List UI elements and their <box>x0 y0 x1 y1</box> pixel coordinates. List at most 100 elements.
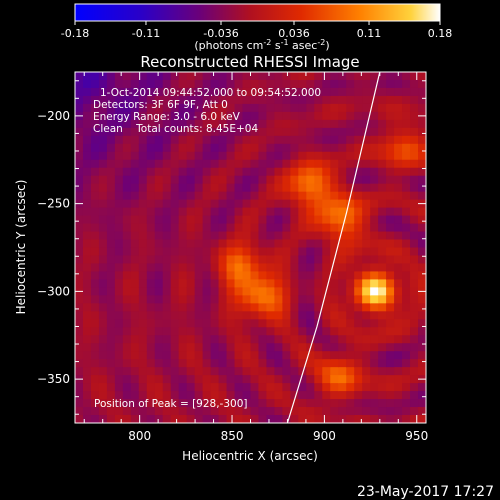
heatmap-cell <box>210 303 220 312</box>
heatmap-cell <box>346 207 355 217</box>
heatmap-cell <box>130 359 140 368</box>
heatmap-cell <box>242 199 252 209</box>
heatmap-cell <box>202 383 212 392</box>
heatmap-cell <box>290 271 299 280</box>
heatmap-cell <box>346 351 355 360</box>
heatmap-cell <box>386 72 395 81</box>
heatmap-cell <box>138 335 148 344</box>
heatmap-cell <box>130 231 140 241</box>
heatmap-cell <box>218 191 228 201</box>
heatmap-cell <box>242 207 252 217</box>
heatmap-cell <box>282 183 291 193</box>
heatmap-cell <box>354 207 363 217</box>
heatmap-cell <box>258 167 268 177</box>
heatmap-cell <box>154 295 164 304</box>
heatmap-cell <box>282 399 291 408</box>
heatmap-cell <box>306 239 315 249</box>
heatmap-cell <box>114 295 124 304</box>
heatmap-cell <box>75 383 84 392</box>
heatmap-cell <box>146 103 156 113</box>
heatmap-cell <box>234 375 244 384</box>
heatmap-cell <box>338 151 347 161</box>
heatmap-cell <box>242 415 252 423</box>
heatmap-cell <box>154 327 164 336</box>
heatmap-cell <box>82 343 92 352</box>
heatmap-cell <box>154 143 164 153</box>
heatmap-cell <box>258 359 268 368</box>
heatmap-cell <box>242 263 252 273</box>
heatmap-cell <box>162 183 172 193</box>
heatmap-cell <box>258 72 268 81</box>
heatmap-cell <box>394 223 403 233</box>
heatmap-cell <box>242 111 252 121</box>
heatmap-cell <box>122 79 132 89</box>
heatmap-cell <box>210 111 220 121</box>
heatmap-cell <box>146 343 156 352</box>
y-tick-label: −250 <box>37 197 70 211</box>
heatmap-cell <box>234 127 244 137</box>
heatmap-cell <box>346 111 355 121</box>
heatmap-cell <box>162 375 172 384</box>
heatmap-cell <box>346 72 355 81</box>
heatmap-cell <box>98 295 108 304</box>
annotation-detectors: Detectors: 3F 6F 9F, Att 0 <box>93 99 228 111</box>
heatmap-cell <box>274 143 283 153</box>
heatmap-cell <box>162 111 172 121</box>
heatmap-cell <box>202 127 212 137</box>
heatmap-cell <box>330 319 339 328</box>
heatmap-cell <box>194 359 204 368</box>
heatmap-cell <box>210 327 220 336</box>
heatmap-cell <box>194 367 204 376</box>
heatmap-cell <box>194 327 204 336</box>
heatmap-cell <box>130 191 140 201</box>
heatmap-cell <box>362 127 371 137</box>
heatmap-cell <box>402 167 411 177</box>
heatmap-cell <box>186 407 196 416</box>
heatmap-cell <box>386 391 395 400</box>
heatmap-cell <box>162 135 172 145</box>
heatmap-cell <box>258 263 268 273</box>
heatmap-cell <box>226 191 236 201</box>
heatmap-cell <box>346 159 355 169</box>
heatmap-cell <box>106 72 116 81</box>
heatmap-cell <box>346 223 355 233</box>
heatmap-cell <box>322 167 331 177</box>
heatmap-cell <box>274 399 283 408</box>
heatmap-cell <box>218 351 228 360</box>
heatmap-cell <box>218 159 228 169</box>
heatmap-cell <box>274 151 283 161</box>
heatmap-cell <box>90 351 100 360</box>
heatmap-cell <box>346 263 355 273</box>
heatmap-cell <box>178 223 188 233</box>
heatmap-cell <box>338 231 347 241</box>
heatmap-cell <box>418 303 426 312</box>
heatmap-cell <box>82 255 92 265</box>
heatmap-cell <box>186 375 196 384</box>
heatmap-cell <box>266 295 276 304</box>
heatmap-cell <box>290 151 299 161</box>
heatmap-cell <box>306 119 315 129</box>
heatmap-cell <box>122 303 132 312</box>
heatmap-cell <box>202 239 212 249</box>
heatmap-cell <box>282 343 291 352</box>
footer-date: 23-May-2017 17:27 <box>357 484 494 500</box>
heatmap-cell <box>138 415 148 423</box>
heatmap-cell <box>75 295 84 304</box>
heatmap-cell <box>122 351 132 360</box>
heatmap-cell <box>370 79 379 89</box>
heatmap-cell <box>234 72 244 81</box>
heatmap-cell <box>338 159 347 169</box>
heatmap-cell <box>322 87 331 97</box>
heatmap-cell <box>226 287 236 296</box>
heatmap-cell <box>370 367 379 376</box>
heatmap-cell <box>98 359 108 368</box>
heatmap-cell <box>274 415 283 423</box>
heatmap-cell <box>114 207 124 217</box>
heatmap-cell <box>322 72 331 81</box>
heatmap-cell <box>386 263 395 273</box>
heatmap-cell <box>122 391 132 400</box>
heatmap-cell <box>178 383 188 392</box>
heatmap-cell <box>394 135 403 145</box>
heatmap-cell <box>354 199 363 209</box>
heatmap-cell <box>178 231 188 241</box>
